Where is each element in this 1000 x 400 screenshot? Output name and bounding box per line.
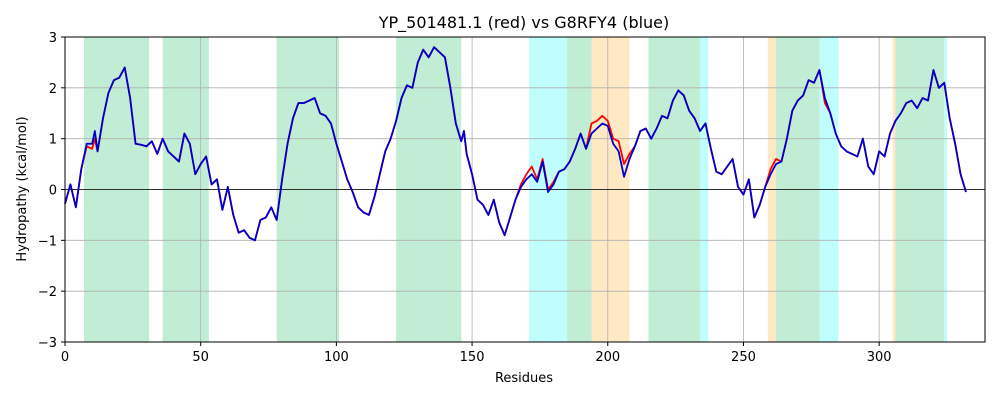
x-tick-label-0: 0 (61, 350, 69, 365)
y-tick-label-5: 2 (49, 82, 57, 97)
y-tick-label-2: −1 (38, 234, 57, 249)
y-tick-label-1: −2 (38, 285, 57, 300)
y-tick-label-3: 0 (49, 184, 57, 199)
y-axis-ticks: −3 −2 −1 0 1 2 3 (38, 31, 65, 351)
y-tick-label-6: 3 (49, 31, 57, 46)
x-tick-label-5: 250 (731, 350, 756, 365)
y-tick-label-0: −3 (38, 336, 57, 351)
x-axis-label: Residues (495, 371, 553, 386)
x-tick-label-4: 200 (595, 350, 620, 365)
x-tick-label-1: 50 (192, 350, 209, 365)
series-lines (64, 46, 967, 242)
x-tick-label-6: 300 (867, 350, 892, 365)
y-tick-label-4: 1 (49, 133, 57, 148)
y-axis-label: Hydropathy (kcal/mol) (15, 116, 30, 261)
x-tick-label-3: 150 (460, 350, 485, 365)
x-axis-ticks: 0 50 100 150 200 250 300 (61, 342, 892, 365)
chart-title: YP_501481.1 (red) vs G8RFY4 (blue) (378, 13, 670, 33)
series-line-blue (64, 46, 967, 242)
x-tick-label-2: 100 (324, 350, 349, 365)
